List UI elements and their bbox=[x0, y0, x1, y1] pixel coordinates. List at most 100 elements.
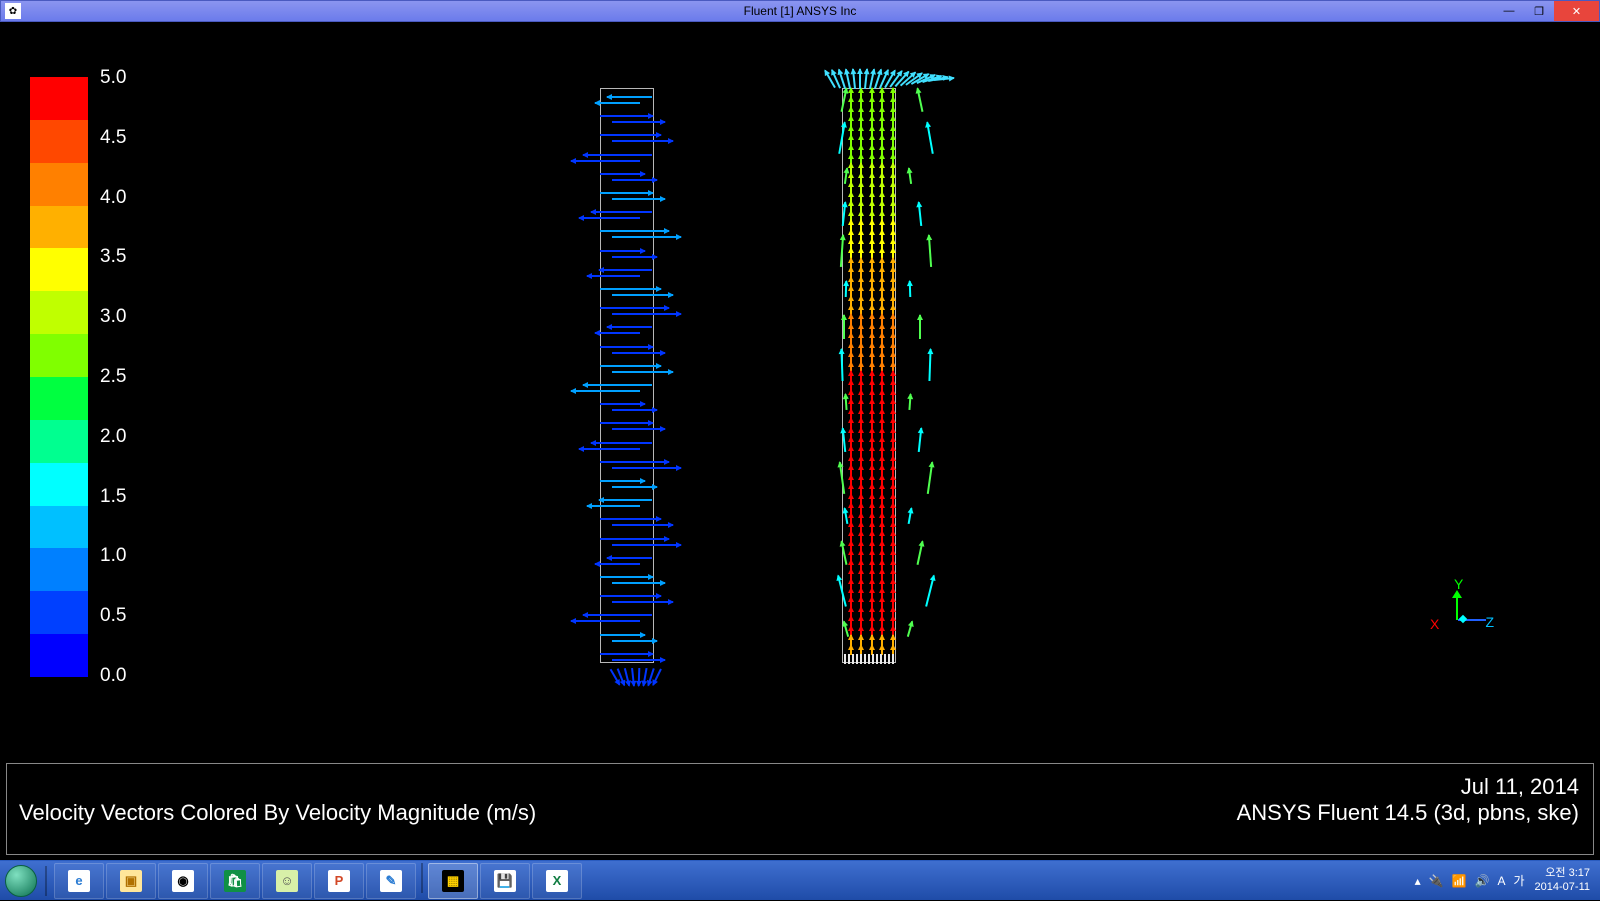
velocity-vector bbox=[907, 621, 913, 637]
velocity-vector bbox=[600, 173, 645, 175]
colorbar-segment bbox=[30, 506, 88, 549]
velocity-vector bbox=[925, 575, 935, 607]
minimize-button[interactable]: — bbox=[1494, 1, 1524, 21]
velocity-vector bbox=[595, 102, 640, 104]
app1-icon: ☺ bbox=[276, 870, 298, 892]
triad-y-label: Y bbox=[1454, 576, 1463, 592]
store-icon: 🛍 bbox=[224, 870, 246, 892]
window-titlebar: ✿ Fluent [1] ANSYS Inc — ❐ ✕ bbox=[0, 0, 1600, 22]
tray-icon[interactable]: 가 bbox=[1514, 872, 1525, 889]
colorbar-labels: 5.04.54.03.53.02.52.01.51.00.50.0 bbox=[100, 67, 126, 687]
app-icon: ✿ bbox=[5, 3, 21, 19]
velocity-vector bbox=[600, 365, 661, 367]
colorbar-segment bbox=[30, 248, 88, 291]
taskbar-app-store[interactable]: 🛍 bbox=[210, 863, 260, 899]
velocity-vector bbox=[600, 230, 669, 232]
velocity-vector bbox=[600, 115, 653, 117]
colorbar-segment bbox=[30, 463, 88, 506]
velocity-vector bbox=[571, 620, 640, 622]
caption-box: Velocity Vectors Colored By Velocity Mag… bbox=[6, 763, 1594, 855]
taskbar-app-ie[interactable]: e bbox=[54, 863, 104, 899]
colorbar-segment bbox=[30, 77, 88, 120]
velocity-vector bbox=[599, 499, 652, 501]
velocity-vector bbox=[607, 557, 652, 559]
colorbar-tick-label: 1.5 bbox=[100, 486, 126, 508]
velocity-vector bbox=[612, 640, 657, 642]
axis-triad[interactable]: Y X Z bbox=[1430, 582, 1490, 642]
velocity-vector bbox=[579, 217, 640, 219]
taskbar-app-app1[interactable]: ☺ bbox=[262, 863, 312, 899]
velocity-vector bbox=[927, 462, 933, 494]
tray-icon[interactable]: ▴ bbox=[1415, 874, 1421, 888]
triad-origin bbox=[1459, 615, 1467, 623]
colorbar-segment bbox=[30, 334, 88, 377]
start-button[interactable] bbox=[0, 861, 42, 901]
triad-z-label: Z bbox=[1485, 614, 1494, 630]
tray-clock[interactable]: 오전 3:17 2014-07-11 bbox=[1535, 867, 1590, 893]
velocity-vector bbox=[583, 154, 652, 156]
velocity-vector bbox=[607, 96, 652, 98]
velocity-vector bbox=[928, 235, 932, 267]
velocity-vector bbox=[600, 576, 653, 578]
chrome-icon: ◉ bbox=[172, 870, 194, 892]
velocity-vector bbox=[917, 88, 924, 112]
velocity-vector bbox=[595, 563, 640, 565]
close-button[interactable]: ✕ bbox=[1554, 1, 1599, 21]
taskbar-app-app2[interactable]: ✎ bbox=[366, 863, 416, 899]
velocity-vector bbox=[595, 332, 640, 334]
taskbar-app-powerpoint[interactable]: P bbox=[314, 863, 364, 899]
taskbar-app-excel[interactable]: X bbox=[532, 863, 582, 899]
velocity-vector bbox=[600, 403, 645, 405]
colorbar-segment bbox=[30, 120, 88, 163]
velocity-vector bbox=[600, 634, 645, 636]
taskbar-app-chrome[interactable]: ◉ bbox=[158, 863, 208, 899]
colorbar-tick-label: 2.0 bbox=[100, 426, 126, 448]
tray-icon[interactable]: 📶 bbox=[1452, 874, 1467, 888]
colorbar-legend bbox=[30, 77, 88, 677]
window-controls: — ❐ ✕ bbox=[1494, 1, 1599, 21]
caption-date: Jul 11, 2014 bbox=[1237, 774, 1579, 800]
tray-icon[interactable]: 🔊 bbox=[1475, 874, 1490, 888]
velocity-vector bbox=[612, 544, 681, 546]
tray-icons: ▴ 🔌 📶 🔊 A가 bbox=[1415, 872, 1525, 889]
velocity-vector bbox=[928, 349, 931, 381]
velocity-vector bbox=[583, 384, 652, 386]
colorbar-tick-label: 4.5 bbox=[100, 127, 126, 149]
maximize-button[interactable]: ❐ bbox=[1524, 1, 1554, 21]
colorbar-segment bbox=[30, 420, 88, 463]
graphics-viewport[interactable]: 5.04.54.03.53.02.52.01.51.00.50.0 Y X Z bbox=[0, 22, 1600, 776]
velocity-vector bbox=[612, 121, 665, 123]
velocity-vector bbox=[612, 352, 665, 354]
velocity-vector bbox=[591, 442, 652, 444]
velocity-vector bbox=[600, 192, 653, 194]
colorbar-tick-label: 4.0 bbox=[100, 187, 126, 209]
ie-icon: e bbox=[68, 870, 90, 892]
colorbar-tick-label: 2.5 bbox=[100, 366, 126, 388]
caption-meta: Jul 11, 2014 ANSYS Fluent 14.5 (3d, pbns… bbox=[1237, 774, 1579, 826]
velocity-vector bbox=[587, 505, 640, 507]
tray-icon[interactable]: 🔌 bbox=[1429, 874, 1444, 888]
velocity-vector bbox=[600, 422, 653, 424]
velocity-vector bbox=[600, 461, 669, 463]
colorbar-segment bbox=[30, 591, 88, 634]
colorbar-tick-label: 0.0 bbox=[100, 665, 126, 687]
velocity-vector bbox=[919, 315, 921, 339]
colorbar-segment bbox=[30, 163, 88, 206]
velocity-vector bbox=[600, 250, 645, 252]
velocity-vector bbox=[612, 313, 681, 315]
taskbar-app-explorer[interactable]: ▣ bbox=[106, 863, 156, 899]
velocity-vector bbox=[607, 326, 652, 328]
velocity-vector bbox=[612, 256, 657, 258]
velocity-vector bbox=[600, 288, 661, 290]
taskbar-app-save[interactable]: 💾 bbox=[480, 863, 530, 899]
powerpoint-icon: P bbox=[328, 870, 350, 892]
tray-icon[interactable]: A bbox=[1497, 874, 1505, 888]
fluent-icon: ▦ bbox=[442, 870, 464, 892]
taskbar-app-fluent[interactable]: ▦ bbox=[428, 863, 478, 899]
colorbar-tick-label: 3.5 bbox=[100, 246, 126, 268]
velocity-vector bbox=[612, 140, 673, 142]
velocity-vector bbox=[917, 541, 924, 565]
system-tray[interactable]: ▴ 🔌 📶 🔊 A가 오전 3:17 2014-07-11 bbox=[1415, 867, 1600, 893]
velocity-vector bbox=[908, 168, 912, 184]
velocity-vector bbox=[587, 275, 640, 277]
